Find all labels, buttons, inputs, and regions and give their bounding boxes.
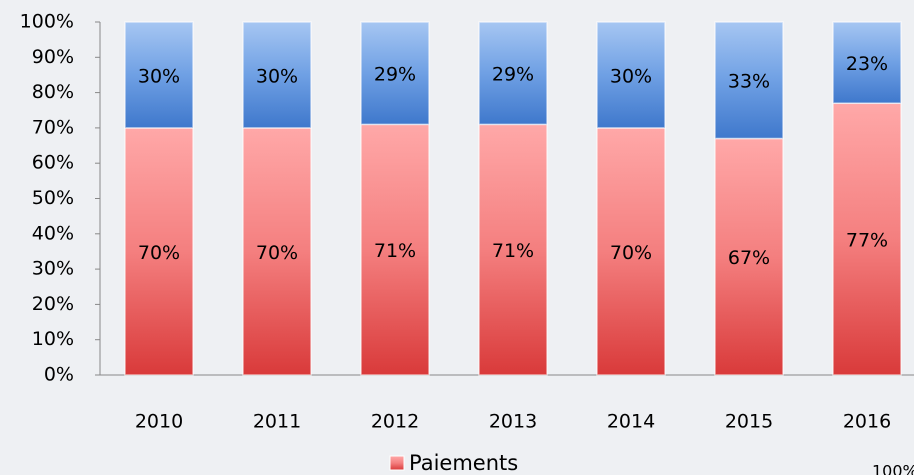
legend-label: Paiements — [409, 451, 518, 475]
bar-segment — [832, 21, 902, 104]
data-label: 33% — [728, 71, 770, 93]
x-tick-label: 2016 — [843, 411, 891, 433]
x-tick-label: 2015 — [725, 411, 773, 433]
data-label: 70% — [256, 242, 298, 264]
bar-segment — [478, 123, 548, 376]
data-label: 77% — [846, 230, 888, 252]
bar-segment — [596, 21, 666, 129]
data-label: 70% — [138, 242, 180, 264]
bar-segment — [714, 21, 784, 140]
data-label: 30% — [138, 65, 180, 87]
y-tick-label: 80% — [32, 81, 74, 103]
legend-swatch — [389, 455, 405, 471]
data-label: 30% — [256, 65, 298, 87]
bar-segment — [596, 127, 666, 376]
bar-segment — [242, 127, 312, 376]
x-tick-label: 2011 — [253, 411, 301, 433]
annotation: 100% — [872, 462, 914, 475]
x-tick-label: 2012 — [371, 411, 419, 433]
x-tick-label: 2014 — [607, 411, 655, 433]
y-tick-label: 20% — [32, 293, 74, 315]
y-tick-label: 90% — [32, 46, 74, 68]
data-label: 29% — [492, 64, 534, 86]
bar-segment — [360, 123, 430, 376]
y-tick-label: 40% — [32, 222, 74, 244]
x-tick-label: 2013 — [489, 411, 537, 433]
bar-segment — [124, 127, 194, 376]
bar-segment — [360, 21, 430, 126]
y-tick-label: 10% — [32, 328, 74, 350]
bar-segment — [124, 21, 194, 129]
bar-segment — [242, 21, 312, 129]
data-label: 71% — [492, 240, 534, 262]
y-tick-label: 0% — [44, 364, 74, 386]
y-tick-label: 50% — [32, 187, 74, 209]
data-label: 29% — [374, 64, 416, 86]
data-label: 67% — [728, 247, 770, 269]
data-label: 23% — [846, 53, 888, 75]
data-label: 71% — [374, 240, 416, 262]
data-label: 30% — [610, 65, 652, 87]
bar-segment — [832, 102, 902, 376]
y-tick-label: 100% — [20, 11, 74, 33]
x-tick-label: 2010 — [135, 411, 183, 433]
y-tick-label: 30% — [32, 258, 74, 280]
y-tick-label: 70% — [32, 116, 74, 138]
data-label: 70% — [610, 242, 652, 264]
y-tick-label: 60% — [32, 152, 74, 174]
bar-segment — [478, 21, 548, 126]
